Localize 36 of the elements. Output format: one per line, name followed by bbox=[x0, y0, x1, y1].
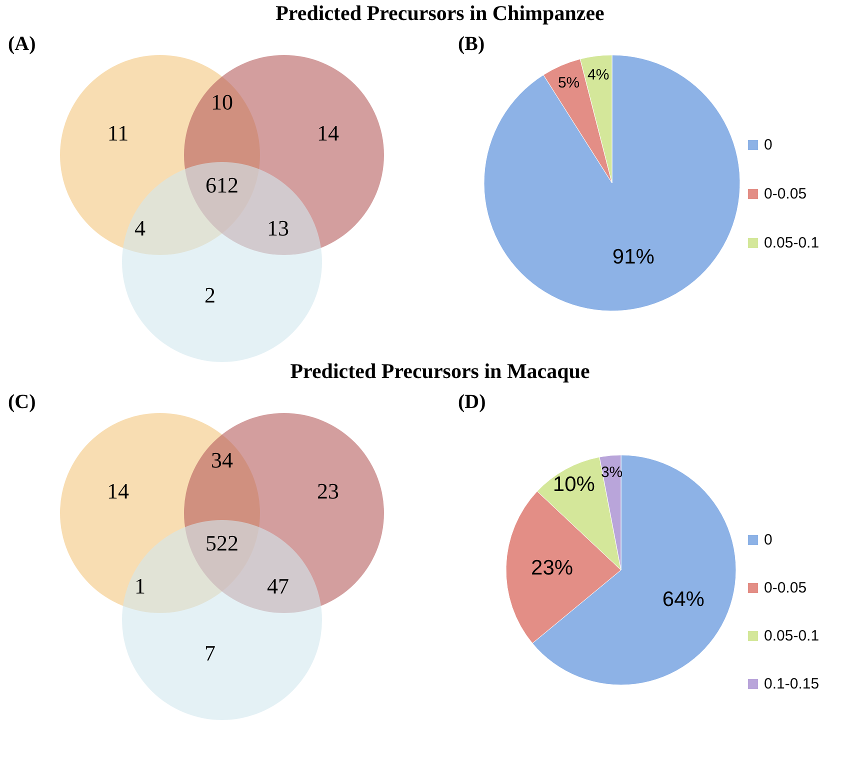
text: (C) bbox=[8, 391, 36, 413]
data-label: 64% bbox=[662, 588, 704, 611]
legend-label: 0.05-0.1 bbox=[764, 628, 820, 644]
text: (D) bbox=[458, 391, 486, 413]
text: 47 bbox=[267, 574, 289, 598]
text: 10 bbox=[211, 90, 233, 114]
data-label: 23% bbox=[531, 556, 574, 580]
data-label: 5% bbox=[558, 74, 580, 92]
text: Predicted Precursors in Chimpanzee bbox=[276, 1, 604, 25]
text: 4 bbox=[134, 216, 146, 240]
pie-slice bbox=[543, 58, 612, 184]
legend-label: 0.05-0.1 bbox=[764, 234, 820, 252]
text: (B) bbox=[458, 33, 485, 55]
text: 11 bbox=[107, 120, 129, 146]
text: 34 bbox=[211, 448, 233, 472]
data-label: 4% bbox=[588, 66, 610, 84]
legend-label: 0-0.05 bbox=[764, 580, 807, 596]
text: 522 bbox=[206, 530, 238, 556]
text: 7 bbox=[204, 640, 216, 666]
text: 23 bbox=[317, 478, 339, 504]
legend-label: 0 bbox=[764, 136, 772, 154]
text: 1 bbox=[134, 574, 146, 598]
text: 13 bbox=[267, 216, 289, 240]
data-label: 91% bbox=[612, 245, 654, 268]
text: 14 bbox=[107, 478, 129, 504]
text: 612 bbox=[206, 172, 238, 198]
text: 14 bbox=[317, 120, 339, 146]
text: 2 bbox=[204, 282, 216, 308]
legend-label: 0.1-0.15 bbox=[764, 676, 820, 692]
legend-label: 0 bbox=[764, 532, 772, 548]
data-label: 3% bbox=[600, 464, 623, 482]
legend-label: 0-0.05 bbox=[764, 186, 807, 202]
data-label: 10% bbox=[552, 472, 595, 496]
text: Predicted Precursors in Macaque bbox=[290, 359, 590, 383]
text: (A) bbox=[8, 33, 36, 55]
pie-slice bbox=[484, 54, 740, 312]
